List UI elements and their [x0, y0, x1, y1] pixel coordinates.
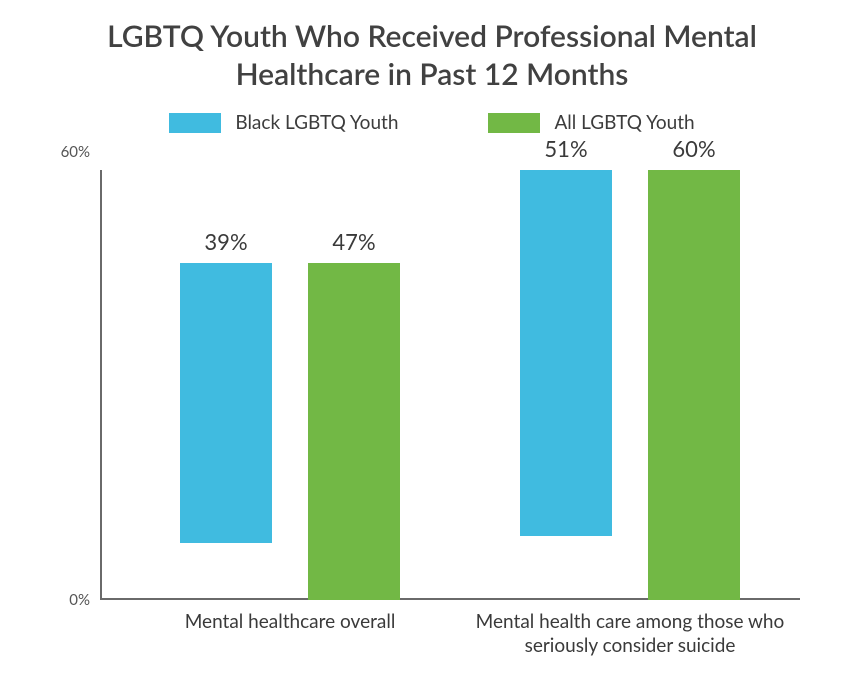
bar-label-1-1: 60% — [672, 135, 715, 170]
chart-title: LGBTQ Youth Who Received Professional Me… — [0, 0, 864, 93]
bar-1-0: 51% — [520, 170, 612, 536]
legend-swatch-0 — [169, 113, 221, 133]
legend-item-1: All LGBTQ Youth — [488, 111, 694, 134]
bar-0-1: 47% — [308, 263, 400, 600]
bar-label-0-1: 47% — [332, 228, 375, 263]
bar-1-1: 60% — [648, 170, 740, 600]
x-axis-labels: Mental healthcare overall Mental health … — [100, 610, 800, 680]
legend-label-1: All LGBTQ Youth — [554, 111, 694, 134]
y-tick-0: 0% — [69, 591, 100, 609]
x-label-0: Mental healthcare overall — [140, 610, 440, 634]
legend-swatch-1 — [488, 113, 540, 133]
bar-label-1-0: 51% — [544, 135, 587, 170]
legend-item-0: Black LGBTQ Youth — [169, 111, 398, 134]
bar-group-0: 39% 47% — [140, 263, 440, 600]
y-axis — [100, 170, 102, 600]
bar-0-0: 39% — [180, 263, 272, 543]
bar-label-0-0: 39% — [204, 228, 247, 263]
y-tick-60: 60% — [61, 143, 100, 161]
legend-label-0: Black LGBTQ Youth — [235, 111, 398, 134]
plot-area: 0% 60% 39% 47% 51% 60% — [100, 170, 800, 600]
x-label-1: Mental health care among those who serio… — [450, 610, 810, 658]
legend: Black LGBTQ Youth All LGBTQ Youth — [0, 111, 864, 134]
bar-group-1: 51% 60% — [480, 170, 780, 600]
